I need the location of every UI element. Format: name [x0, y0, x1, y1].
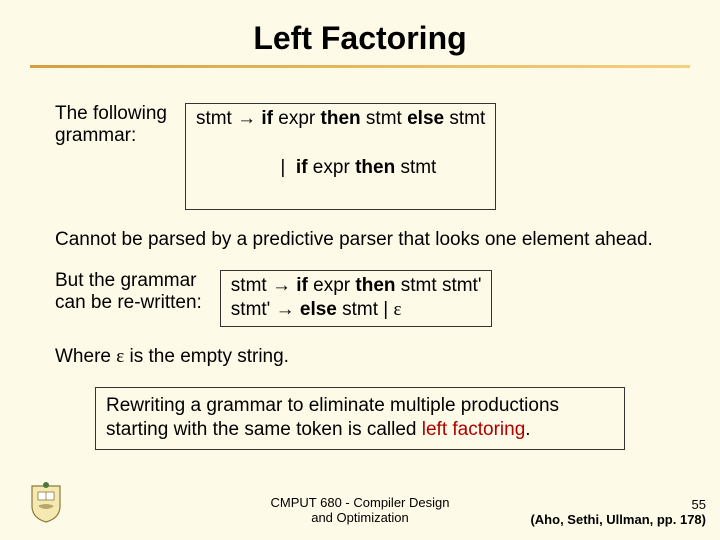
kw-then: then — [355, 157, 395, 178]
g1l2-p2: expr — [308, 157, 356, 178]
g1l2-p1: | — [238, 157, 296, 178]
g2l1-p3: expr — [308, 275, 356, 296]
content-area: The following grammar: stmt → if expr th… — [0, 103, 720, 450]
footer-center-l1: CMPUT 680 - Compiler Design — [271, 495, 450, 510]
kw-if: if — [296, 275, 308, 296]
g2l1-p4: stmt stmt' — [396, 275, 482, 296]
row2-label: But the grammar can be re-written: — [55, 270, 202, 314]
grammar1-line2: | if expr then stmt — [196, 132, 485, 206]
footer-center-l2: and Optimization — [311, 510, 409, 525]
g1l1-p5: stmt — [444, 108, 485, 129]
paragraph-1: Cannot be parsed by a predictive parser … — [55, 228, 665, 252]
g1l2-p3: stmt — [395, 157, 436, 178]
grammar-box-1: stmt → if expr then stmt else stmt | if … — [185, 103, 496, 210]
grammar-row-1: The following grammar: stmt → if expr th… — [55, 103, 665, 210]
arrow-icon: → — [237, 108, 256, 129]
kw-then: then — [355, 275, 395, 296]
epsilon-icon: ε — [394, 299, 402, 320]
g2l2-p3: stmt | — [337, 299, 394, 320]
definition-box: Rewriting a grammar to eliminate multipl… — [95, 387, 625, 450]
g2l2-p1: stmt' — [231, 299, 276, 320]
grammar2-line2: stmt' → else stmt | ε — [231, 298, 482, 323]
arrow-icon: → — [272, 275, 291, 296]
kw-if: if — [296, 157, 308, 178]
page-number: 55 — [692, 497, 706, 512]
title-underline — [30, 65, 690, 68]
para2-p1: Where — [55, 346, 116, 367]
row1-label: The following grammar: — [55, 103, 167, 147]
g2l1-p1: stmt — [231, 275, 272, 296]
row1-label-l1: The following — [55, 103, 167, 124]
g1l1-p3: expr — [273, 108, 321, 129]
row1-label-l2: grammar: — [55, 125, 136, 146]
grammar-row-2: But the grammar can be re-written: stmt … — [55, 270, 665, 327]
row2-label-l1: But the grammar — [55, 270, 197, 291]
reference: (Aho, Sethi, Ullman, pp. 178) — [530, 512, 706, 527]
def-p2: . — [525, 419, 530, 440]
kw-if: if — [261, 108, 273, 129]
grammar2-line1: stmt → if expr then stmt stmt' — [231, 274, 482, 299]
university-crest-icon — [28, 482, 64, 524]
footer-meta: 55 (Aho, Sethi, Ullman, pp. 178) — [530, 497, 706, 528]
g1l1-p4: stmt — [361, 108, 407, 129]
grammar1-line1: stmt → if expr then stmt else stmt — [196, 107, 485, 132]
kw-else: else — [300, 299, 337, 320]
paragraph-2: Where ε is the empty string. — [55, 345, 665, 369]
row2-label-l2: can be re-written: — [55, 292, 202, 313]
para2-p2: is the empty string. — [124, 346, 289, 367]
grammar-box-2: stmt → if expr then stmt stmt' stmt' → e… — [220, 270, 493, 327]
g1l1-p1: stmt — [196, 108, 237, 129]
footer-course: CMPUT 680 - Compiler Design and Optimiza… — [240, 495, 480, 526]
arrow-icon: → — [276, 299, 295, 320]
def-highlight: left factoring — [422, 419, 526, 440]
kw-else: else — [407, 108, 444, 129]
kw-then: then — [321, 108, 361, 129]
slide-title: Left Factoring — [0, 0, 720, 65]
